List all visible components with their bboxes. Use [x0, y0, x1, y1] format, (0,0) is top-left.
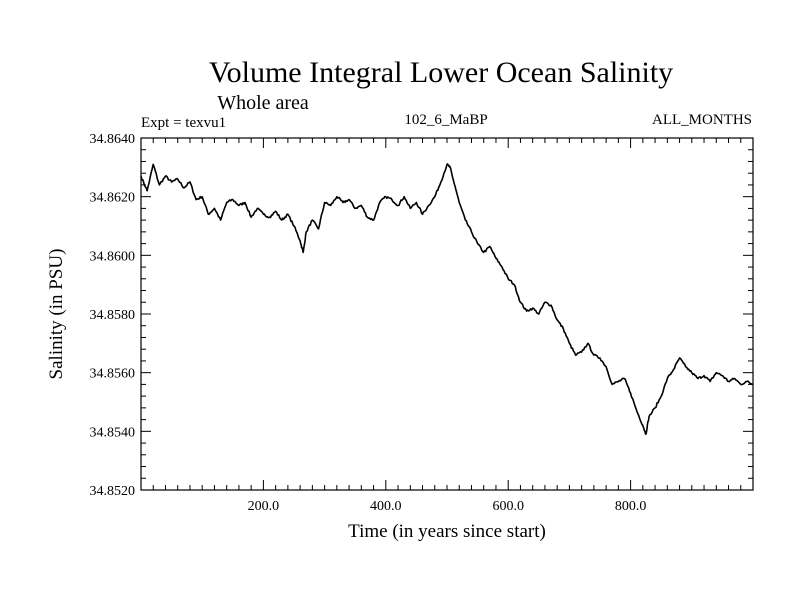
y-tick-label: 34.8560 [90, 367, 136, 382]
header-right: ALL_MONTHS [652, 112, 752, 128]
y-axis-label: Salinity (in PSU) [46, 249, 67, 380]
y-tick-label: 34.8600 [90, 249, 136, 264]
y-tick-label: 34.8520 [90, 484, 136, 499]
y-tick-label: 34.8540 [90, 425, 136, 440]
y-axis-tick-labels: 34.8520 34.8540 34.8560 34.8580 34.8600 34.86… [90, 132, 136, 499]
plot-frame [140, 137, 754, 491]
y-tick-label: 34.8580 [90, 308, 136, 323]
series-line-salinity [140, 163, 754, 436]
x-tick-label: 200.0 [248, 499, 280, 514]
x-tick-label: 400.0 [370, 499, 402, 514]
chart-subtitle: Whole area [217, 92, 309, 114]
header-center: 102_6_MaBP [404, 112, 487, 128]
chart-title: Volume Integral Lower Ocean Salinity [209, 56, 673, 89]
x-axis-label: Time (in years since start) [348, 521, 546, 542]
y-tick-label: 34.8620 [90, 191, 136, 206]
x-tick-label: 800.0 [615, 499, 647, 514]
y-axis-ticks [141, 137, 753, 491]
series-layer [140, 163, 754, 436]
x-tick-label: 600.0 [492, 499, 524, 514]
x-axis-ticks [152, 138, 742, 490]
y-tick-label: 34.8640 [90, 132, 136, 147]
header-left: Expt = texvu1 [141, 115, 226, 131]
x-axis-tick-labels: 200.0 400.0 600.0 800.0 [248, 499, 647, 514]
